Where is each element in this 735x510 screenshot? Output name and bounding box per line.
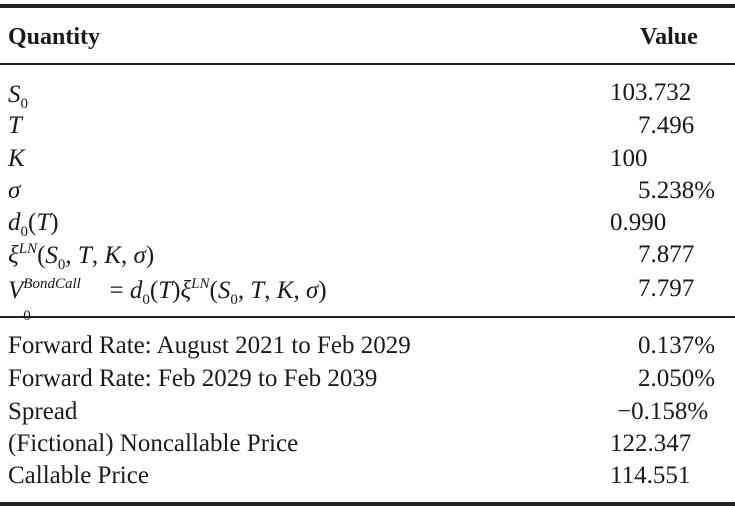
value-xi: 7.877: [638, 241, 695, 268]
label-noncallable: (Fictional) Noncallable Price: [8, 430, 299, 457]
value-header: Value: [640, 24, 698, 50]
symbol-s0: S0: [8, 81, 28, 112]
quantity-header: Quantity: [8, 24, 101, 50]
symbol-d0: d0(T): [8, 209, 59, 240]
rule-mid: [0, 316, 735, 318]
label-spread: Spread: [8, 398, 78, 425]
value-d0: 0.990: [610, 209, 667, 236]
symbol-sigma: σ: [8, 177, 21, 204]
label-fwd1: Forward Rate: August 2021 to Feb 2029: [8, 332, 411, 359]
value-vbondcall: 7.797: [638, 275, 695, 302]
symbol-xi: ξLN(S0, T, K, σ): [8, 241, 155, 273]
value-spread: −0.158%: [617, 398, 709, 425]
rule-bottom: [0, 502, 735, 506]
value-k: 100: [610, 145, 648, 172]
value-fwd2: 2.050%: [638, 365, 716, 392]
symbol-vbondcall: VBondCall0 = d0(T)ξLN(S0, T, K, σ): [8, 276, 327, 324]
value-s0: 103.732: [610, 79, 692, 106]
value-t: 7.496: [638, 112, 695, 139]
symbol-k: K: [8, 145, 25, 172]
rule-header: [0, 63, 735, 65]
symbol-t: T: [8, 112, 22, 139]
rule-top: [0, 4, 735, 8]
label-fwd2: Forward Rate: Feb 2029 to Feb 2039: [8, 365, 378, 392]
value-fwd1: 0.137%: [638, 332, 716, 359]
label-callable: Callable Price: [8, 462, 149, 489]
value-noncallable: 122.347: [610, 430, 692, 457]
value-callable: 114.551: [610, 462, 691, 489]
value-sigma: 5.238%: [638, 177, 716, 204]
